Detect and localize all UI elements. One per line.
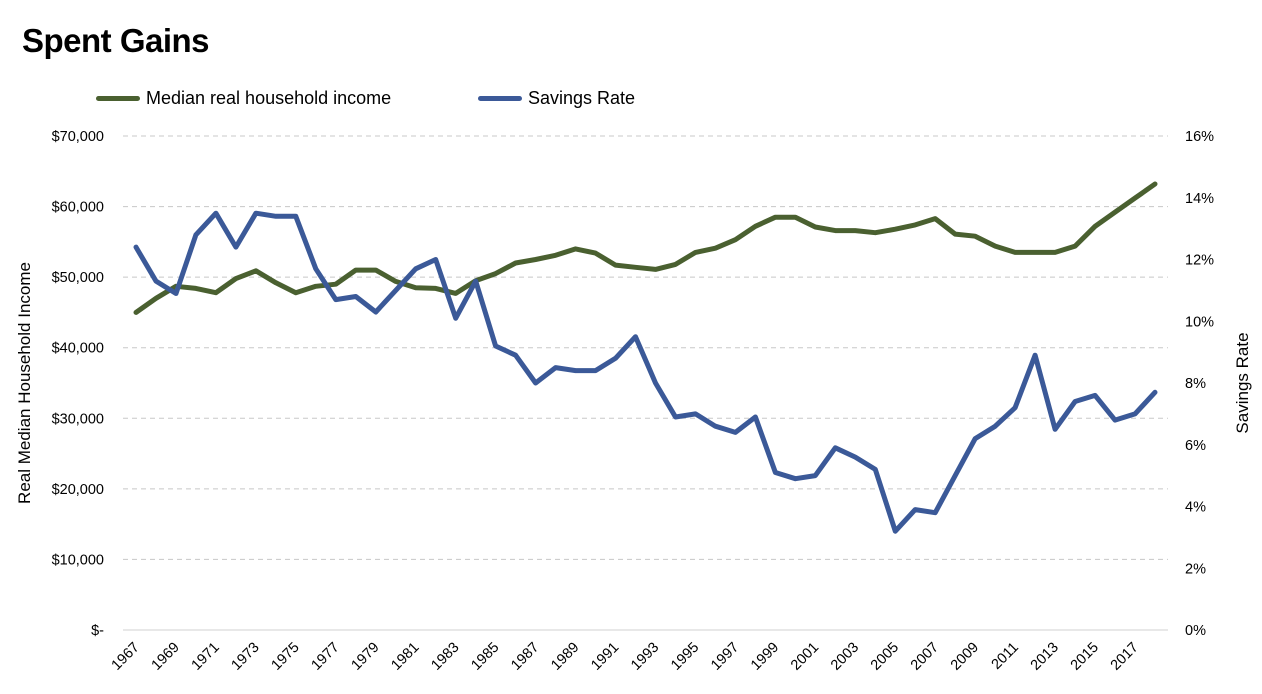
x-tick-label: 1989 (548, 640, 582, 674)
legend-label-savings: Savings Rate (528, 88, 636, 108)
x-tick-label: 2003 (828, 640, 862, 674)
y-right-tick-label: 8% (1185, 376, 1206, 392)
left-axis-title: Real Median Household Income (15, 262, 34, 504)
legend-label-income: Median real household income (146, 88, 392, 108)
right-axis-ticks: 0% 2% 4% 6% 8% 10% 12% 14% 16% (1185, 129, 1214, 639)
x-tick-label: 1971 (189, 640, 223, 674)
x-tick-label: 1979 (348, 640, 382, 674)
y-left-tick-label: $20,000 (52, 482, 104, 498)
x-tick-label: 1985 (468, 640, 502, 674)
y-right-tick-label: 0% (1185, 623, 1206, 639)
x-tick-label: 1987 (508, 640, 542, 674)
y-right-tick-label: 2% (1185, 561, 1206, 577)
x-tick-label: 2007 (908, 640, 942, 674)
x-tick-label: 2009 (948, 640, 982, 674)
x-tick-label: 1999 (748, 640, 782, 674)
x-tick-label: 1969 (149, 640, 183, 674)
x-tick-label: 1973 (229, 640, 263, 674)
y-left-tick-label: $- (91, 623, 104, 639)
y-right-tick-label: 10% (1185, 314, 1214, 330)
y-right-tick-label: 16% (1185, 129, 1214, 145)
x-tick-label: 2017 (1108, 640, 1142, 674)
x-tick-label: 1975 (269, 640, 303, 674)
series-lines (133, 181, 1158, 534)
y-left-tick-label: $10,000 (52, 552, 104, 568)
x-tick-label: 1995 (668, 640, 702, 674)
x-tick-label: 2005 (868, 640, 902, 674)
legend-swatch-savings (478, 96, 522, 101)
legend-item-income: Median real household income (96, 88, 391, 109)
x-tick-label: 1967 (109, 640, 143, 674)
x-tick-label: 1983 (428, 640, 462, 674)
x-axis-ticks: 1967 1969 1971 1973 1975 1977 1979 1981 1983 1985… (109, 640, 1142, 674)
gridlines (123, 135, 1168, 560)
x-tick-label: 1991 (588, 640, 622, 674)
left-axis-ticks: $- $10,000 $20,000 $30,000 $40,000 $50,000 $60… (52, 129, 105, 639)
x-tick-label: 1981 (388, 640, 422, 674)
y-left-tick-label: $70,000 (52, 129, 104, 145)
x-tick-label: 2011 (989, 640, 1022, 673)
x-tick-label: 2001 (788, 640, 822, 674)
chart-title: Spent Gains (22, 22, 210, 59)
income-series-line (133, 181, 1158, 315)
y-right-tick-label: 4% (1185, 500, 1206, 516)
y-left-tick-label: $50,000 (52, 270, 104, 286)
y-left-tick-label: $40,000 (52, 341, 104, 357)
savings-rate-series-line (133, 210, 1158, 534)
legend-item-savings: Savings Rate (478, 88, 635, 109)
x-tick-label: 2015 (1068, 640, 1102, 674)
y-right-tick-label: 6% (1185, 438, 1206, 454)
y-right-tick-label: 14% (1185, 191, 1214, 207)
y-left-tick-label: $30,000 (52, 411, 104, 427)
x-tick-label: 1997 (708, 640, 742, 674)
x-tick-label: 2013 (1028, 640, 1062, 674)
x-tick-label: 1977 (309, 640, 343, 674)
right-axis-title: Savings Rate (1233, 332, 1252, 433)
y-right-tick-label: 12% (1185, 253, 1214, 269)
legend-swatch-income (96, 96, 140, 101)
x-tick-label: 1993 (628, 640, 662, 674)
y-left-tick-label: $60,000 (52, 200, 104, 216)
